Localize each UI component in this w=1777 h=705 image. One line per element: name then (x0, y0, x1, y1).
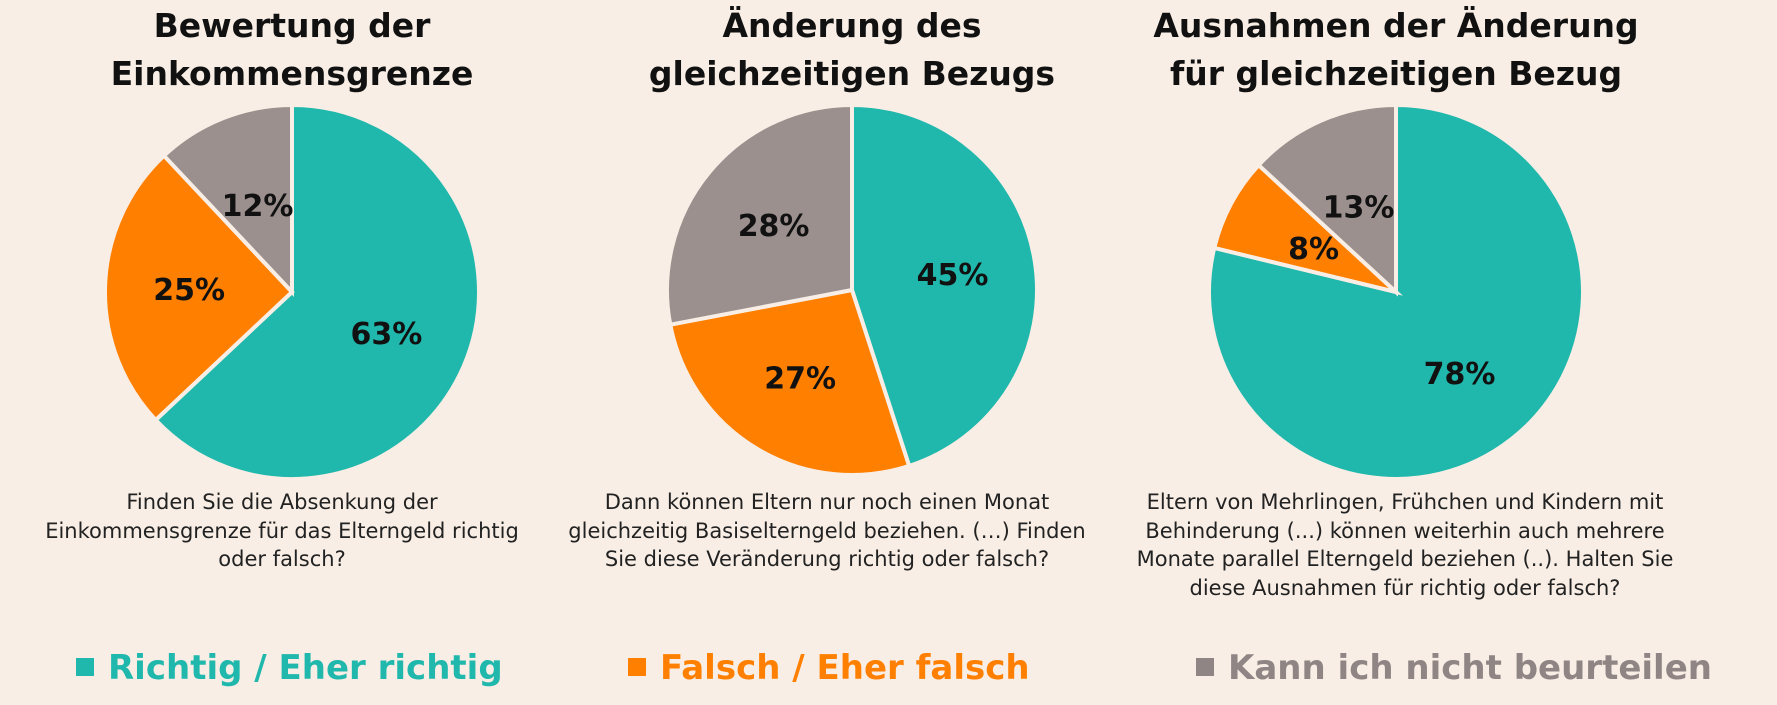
legend-swatch (1196, 657, 1214, 676)
data-label: 78% (1424, 357, 1496, 392)
title-line: für gleichzeitigen Bezug (1169, 54, 1623, 93)
title-line: gleichzeitigen Bezugs (648, 54, 1056, 93)
legend-swatch (628, 657, 646, 676)
pie-slice (1255, 102, 1398, 297)
legend-item-falsch: Falsch / Eher falsch (628, 648, 1030, 688)
data-label: 45% (917, 258, 989, 293)
title-line: Ausnahmen der Änderung (1153, 6, 1639, 45)
pie-slice (665, 102, 854, 328)
pie-slice (1207, 102, 1585, 481)
pie-slice (667, 287, 912, 477)
data-label: 28% (738, 209, 810, 244)
pie-slice (161, 102, 294, 298)
chart-title-3: Ausnahmen der Änderung für gleichzeitige… (1116, 2, 1676, 98)
legend-swatch (76, 657, 94, 676)
legend-item-kann-nicht: Kann ich nicht beurteilen (1196, 648, 1712, 688)
pie-slice (103, 152, 295, 423)
title-line: Bewertung der (153, 6, 431, 45)
legend-label: Falsch / Eher falsch (660, 648, 1030, 688)
chart-title-2: Änderung des gleichzeitigen Bezugs (572, 2, 1132, 98)
pie-slice (850, 102, 1039, 469)
data-label: 25% (153, 273, 225, 308)
chart-title-1: Bewertung der Einkommensgrenze (12, 2, 572, 98)
legend-label: Richtig / Eher richtig (108, 648, 503, 688)
data-label: 27% (764, 362, 836, 397)
data-label: 12% (222, 189, 294, 224)
question-text-2: Dann können Eltern nur noch einen Monat … (568, 490, 1086, 571)
question-text-3: Eltern von Mehrlingen, Frühchen und Kind… (1136, 490, 1674, 600)
legend-label: Kann ich nicht beurteilen (1228, 648, 1712, 688)
question-text-1: Finden Sie die Absenkung der Einkommensg… (45, 490, 519, 571)
data-label: 13% (1323, 190, 1395, 225)
pie-slice (152, 102, 481, 481)
title-line: Änderung des (722, 6, 982, 45)
data-label: 63% (350, 317, 422, 352)
data-label: 8% (1288, 232, 1339, 267)
title-line: Einkommensgrenze (110, 54, 474, 93)
legend-item-richtig: Richtig / Eher richtig (76, 648, 503, 688)
